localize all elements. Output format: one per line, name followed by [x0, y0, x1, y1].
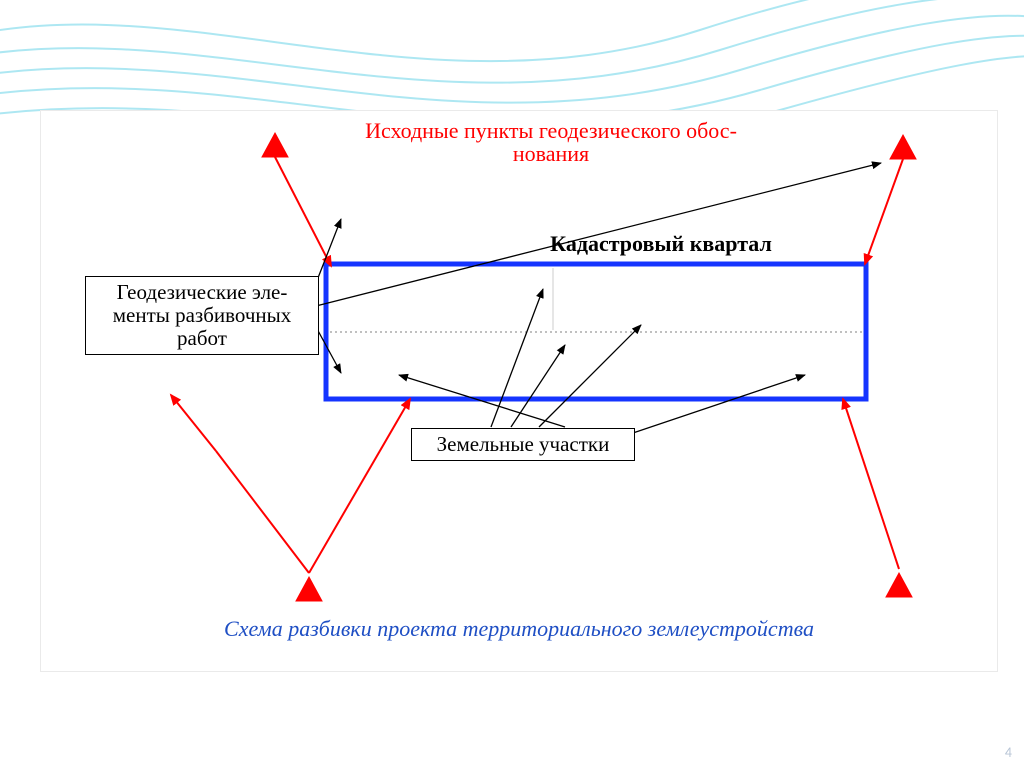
triangle-icon [296, 577, 322, 601]
triangle-icon [262, 133, 288, 157]
triangle-icon [886, 573, 912, 597]
geobox-line2: менты разбивочных [113, 303, 292, 327]
black-arrows-parcels [399, 289, 805, 437]
diagram-svg [41, 111, 997, 671]
page-number: 4 [1005, 744, 1012, 761]
diagram-caption: Схема разбивки проекта территориального … [41, 616, 997, 642]
diagram-canvas: Исходные пункты геодезического обос- нов… [40, 110, 998, 672]
box-geodetic-elements: Геодезические эле- менты разбивочных раб… [85, 276, 319, 355]
geobox-line1: Геодезические эле- [117, 280, 288, 304]
triangle-icon [890, 135, 916, 159]
black-arrows-geodetic [316, 163, 881, 373]
red-connection-lines [171, 157, 903, 573]
triangle-markers [262, 133, 916, 601]
geobox-line3: работ [177, 326, 227, 350]
box-land-parcels: Земельные участки [411, 428, 635, 461]
